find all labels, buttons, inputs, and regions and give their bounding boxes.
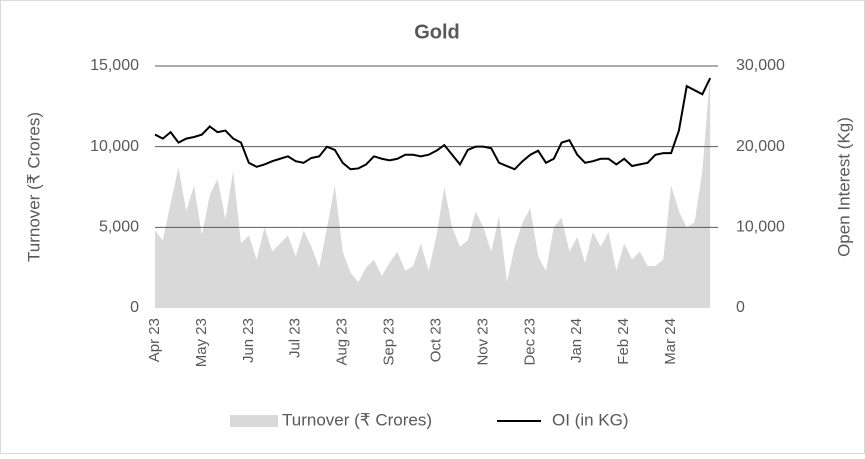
x-tick-label: Jul 23 bbox=[287, 318, 304, 358]
x-tick-label: Feb 24 bbox=[615, 318, 632, 365]
legend-label: Turnover (₹ Crores) bbox=[282, 410, 432, 429]
y2-tick-label: 10,000 bbox=[736, 219, 785, 236]
y-tick-label: 15,000 bbox=[90, 57, 139, 74]
y2-tick-label: 30,000 bbox=[736, 57, 785, 74]
legend-swatch bbox=[230, 415, 278, 427]
legend-label: OI (in KG) bbox=[552, 410, 629, 429]
y-tick-label: 10,000 bbox=[90, 138, 139, 155]
y-tick-label: 0 bbox=[130, 299, 139, 316]
x-tick-label: Jun 23 bbox=[240, 318, 257, 363]
y2-tick-label: 20,000 bbox=[736, 138, 785, 155]
x-tick-label: Dec 23 bbox=[521, 318, 538, 366]
x-tick-label: Sep 23 bbox=[381, 318, 398, 366]
x-tick-label: Jan 24 bbox=[568, 318, 585, 363]
chart-title: Gold bbox=[414, 21, 460, 43]
y2-tick-label: 0 bbox=[736, 299, 745, 316]
x-tick-label: Nov 23 bbox=[474, 318, 491, 366]
x-tick-label: Apr 23 bbox=[146, 318, 163, 362]
x-tick-label: Aug 23 bbox=[334, 318, 351, 366]
x-tick-label: May 23 bbox=[193, 318, 210, 367]
y-axis-label: Turnover (₹ Crores) bbox=[24, 112, 43, 262]
area bbox=[155, 74, 711, 308]
y2-axis-label: Open Interest (Kg) bbox=[834, 117, 853, 257]
y-tick-label: 5,000 bbox=[99, 219, 139, 236]
line bbox=[154, 77, 712, 171]
x-tick-label: Mar 24 bbox=[662, 318, 679, 365]
x-tick-label: Oct 23 bbox=[427, 318, 444, 362]
